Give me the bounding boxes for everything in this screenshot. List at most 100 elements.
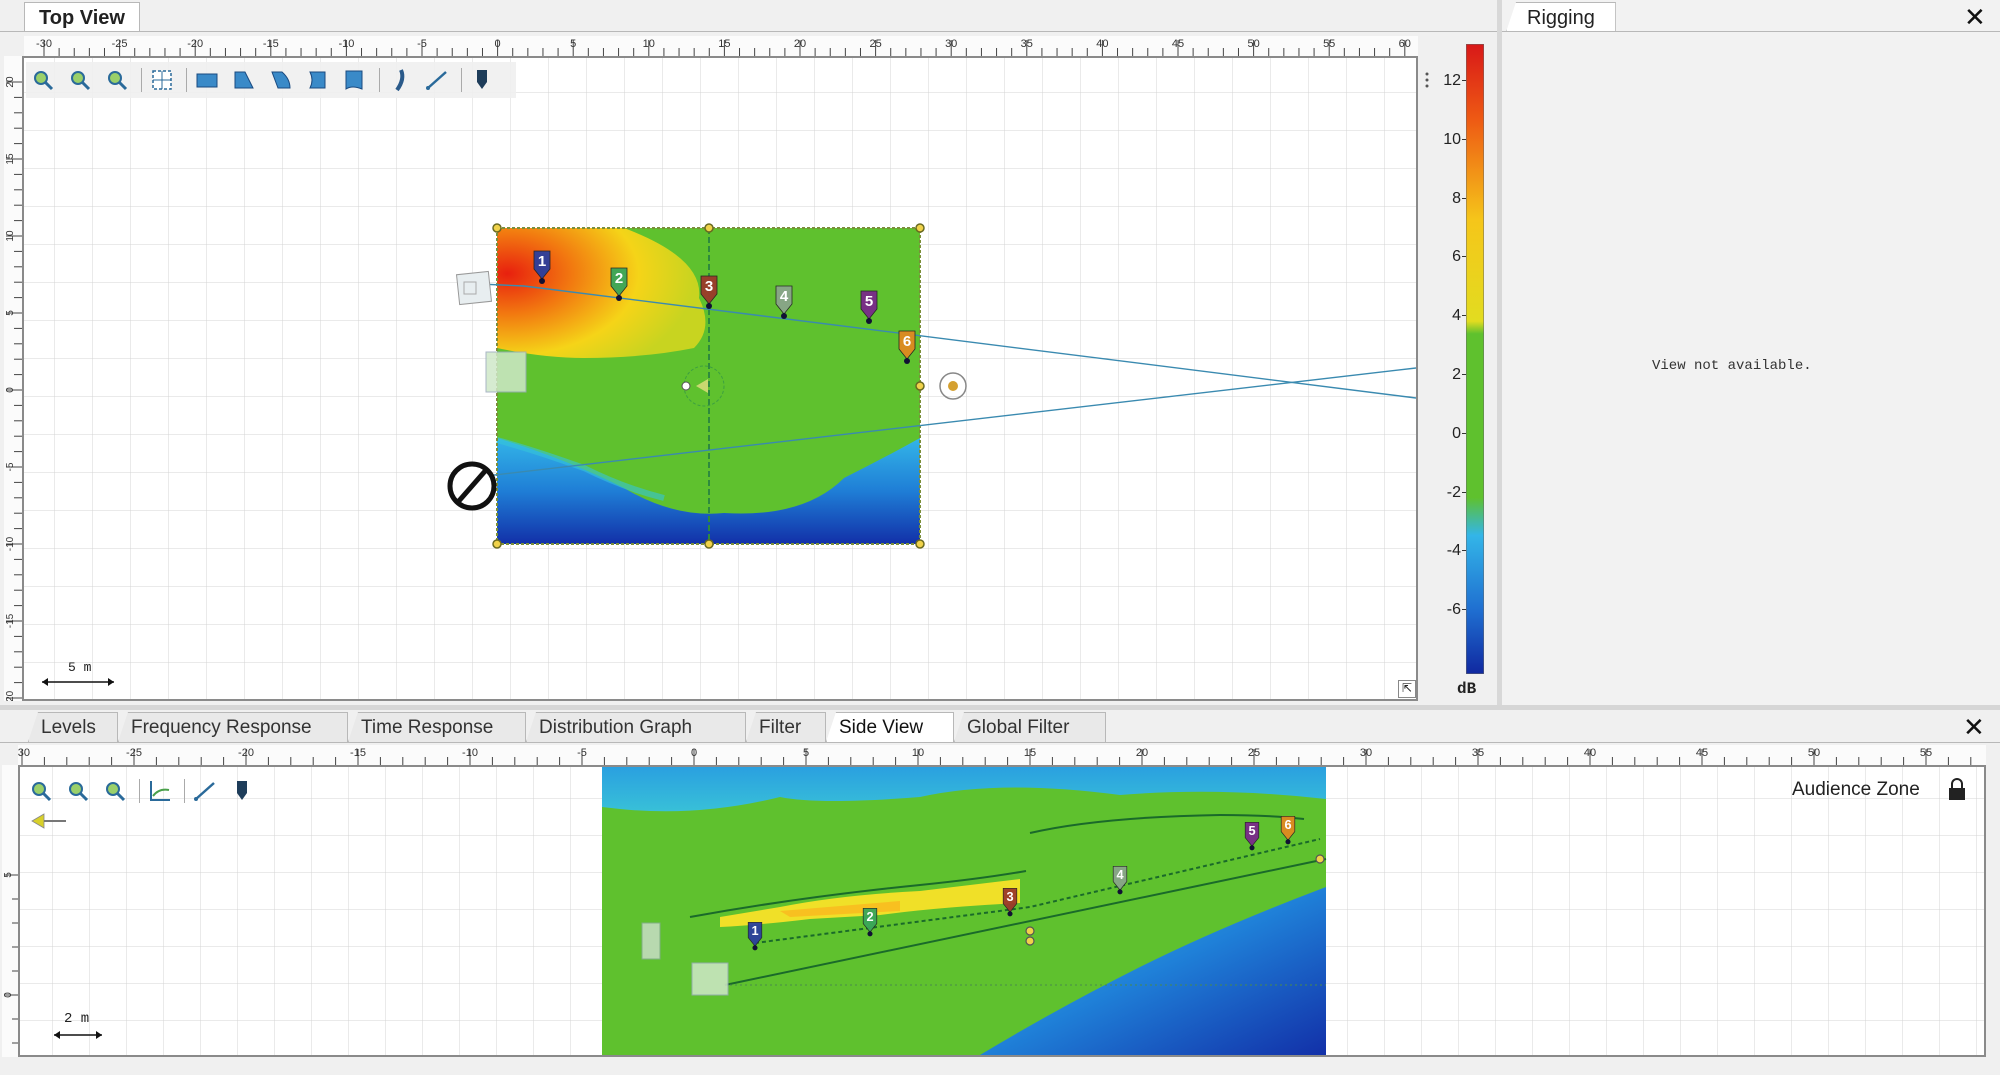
side-view-x-ruler[interactable]: -30 -25 -20 -15 -10 -5 0 5 10 15 20 25 30 35 40 45 50 55 xyxy=(18,745,1986,766)
speaker-marker[interactable]: 3 xyxy=(700,275,718,309)
side-x-tick-label: 0 xyxy=(691,747,697,759)
speaker-icon[interactable] xyxy=(467,65,497,95)
listener-target xyxy=(681,365,725,407)
trapezoid-zone-icon[interactable] xyxy=(229,65,259,95)
speaker-number: 3 xyxy=(1006,889,1013,904)
speaker-number: 3 xyxy=(705,278,713,295)
top-view-pane: Top View -30 -25 -20 -15 -10 -5 0 5 10 15 20 25 30 35… xyxy=(0,0,1497,705)
lock-icon[interactable] xyxy=(1946,777,1968,803)
arc-zone-icon[interactable] xyxy=(303,65,333,95)
speaker-number: 5 xyxy=(1248,823,1255,838)
side-scale-arrow xyxy=(54,1031,102,1039)
rigging-pane: Rigging ✕ View not available. xyxy=(1502,0,2000,705)
side-view-toolbar xyxy=(24,773,247,809)
zoom-in-icon[interactable] xyxy=(28,65,58,95)
speaker-marker[interactable]: 1 xyxy=(533,250,551,284)
speaker-marker[interactable]: 5 xyxy=(1244,821,1260,851)
tab-top-view[interactable]: Top View xyxy=(24,2,140,32)
side-y-tick-label: 0 xyxy=(3,992,14,998)
zoom-out-icon[interactable] xyxy=(65,65,95,95)
speaker-number: 6 xyxy=(1284,817,1291,832)
top-view-y-ruler[interactable]: 20 15 10 5 0 -5 -10 -15 -20 xyxy=(4,56,23,701)
tab-levels[interactable]: Levels xyxy=(28,712,118,742)
top-x-tick-label: -20 xyxy=(187,38,203,50)
colorbar-tick-label: 2 xyxy=(1452,366,1461,383)
tab-filter[interactable]: Filter xyxy=(746,712,826,742)
side-x-tick-label: -15 xyxy=(350,747,366,759)
colorbar-tick-label: 6 xyxy=(1452,248,1461,266)
speaker-marker[interactable]: 5 xyxy=(860,290,878,324)
side-x-tick-label: -10 xyxy=(462,747,478,759)
colorbar-tick-label: -2 xyxy=(1446,483,1461,501)
rect-zone-icon[interactable] xyxy=(192,65,222,95)
grid-select-icon[interactable] xyxy=(147,65,177,95)
top-view-plot: 1 2 3 4 5 6 xyxy=(24,58,1416,699)
side-x-tick-label: -5 xyxy=(577,747,587,759)
horizontal-splitter[interactable] xyxy=(0,705,2000,710)
coverage-heatmap xyxy=(496,227,921,545)
line-tool-icon[interactable] xyxy=(190,776,220,806)
speaker-marker[interactable]: 1 xyxy=(747,921,763,951)
scale-label: 5 m xyxy=(68,660,92,675)
zoom-out-icon[interactable] xyxy=(63,776,93,806)
top-x-tick-label: 45 xyxy=(1172,38,1184,50)
zone-handles xyxy=(492,223,925,549)
tab-strip-divider xyxy=(1502,31,2000,32)
close-bottom-pane-button[interactable]: ✕ xyxy=(1963,712,1985,742)
toolbar-separator xyxy=(141,68,142,92)
vertical-splitter[interactable] xyxy=(1497,0,1502,705)
zoom-fit-icon[interactable] xyxy=(100,776,130,806)
side-view-x-ruler-ticks: -30 -25 -20 -15 -10 -5 0 5 10 15 20 25 30 35 40 45 50 55 xyxy=(18,747,1972,765)
top-x-tick-label: 50 xyxy=(1247,38,1259,50)
side-x-tick-label: 50 xyxy=(1808,747,1820,759)
line-array-icon[interactable] xyxy=(385,65,415,95)
tab-global-filter[interactable]: Global Filter xyxy=(954,712,1106,742)
speaker-marker[interactable]: 4 xyxy=(1112,865,1128,895)
colorbar-tick xyxy=(1462,374,1466,375)
speaker-number: 6 xyxy=(903,333,911,350)
canvas-corner-grip[interactable]: ⇱ xyxy=(1398,680,1416,698)
colorbar-tick xyxy=(1462,138,1466,140)
zoom-fit-icon[interactable] xyxy=(102,65,132,95)
top-x-tick-label: 55 xyxy=(1323,38,1335,50)
speaker-number: 2 xyxy=(866,909,873,924)
fan-zone-icon[interactable] xyxy=(266,65,296,95)
side-x-tick-label: 45 xyxy=(1696,747,1708,759)
speaker-marker[interactable]: 2 xyxy=(862,907,878,937)
tab-side-view[interactable]: Side View xyxy=(826,712,954,742)
speaker-marker[interactable]: 2 xyxy=(610,267,628,301)
tab-rigging[interactable]: Rigging xyxy=(1506,2,1616,32)
direction-arrow-icon[interactable] xyxy=(30,811,70,831)
side-coverage-heatmap xyxy=(602,767,1326,1055)
speaker-icon[interactable] xyxy=(227,776,257,806)
top-x-tick-label: -30 xyxy=(36,38,52,50)
side-view-canvas[interactable]: 1 2 3 4 5 6 Audience Zone 2 m xyxy=(18,765,1986,1057)
close-rigging-button[interactable]: ✕ xyxy=(1964,2,1986,32)
speaker-marker[interactable]: 6 xyxy=(898,330,916,364)
subwoofer-box-icon xyxy=(455,270,493,306)
side-x-tick-label: -25 xyxy=(126,747,142,759)
colorbar-gradient xyxy=(1466,44,1484,674)
colorbar-tick-label: 4 xyxy=(1452,307,1461,325)
tab-frequency-response[interactable]: Frequency Response xyxy=(118,712,348,742)
colorbar-tick-label: 10 xyxy=(1443,130,1461,148)
axis-chart-icon[interactable] xyxy=(145,776,175,806)
quarter-zone-icon[interactable] xyxy=(340,65,370,95)
speaker-marker[interactable]: 3 xyxy=(1002,887,1018,917)
zoom-in-icon[interactable] xyxy=(26,776,56,806)
side-x-tick-label: 35 xyxy=(1472,747,1484,759)
top-view-y-ruler-ticks: 20 15 10 5 0 -5 -10 -15 -20 xyxy=(5,76,22,701)
measure-line-icon[interactable] xyxy=(422,65,452,95)
speaker-marker[interactable]: 6 xyxy=(1280,815,1296,845)
top-view-x-ruler[interactable]: -30 -25 -20 -15 -10 -5 0 5 10 15 20 25 30 35 40 45 50 55 6… xyxy=(24,36,1418,57)
tab-time-response[interactable]: Time Response xyxy=(348,712,526,742)
tab-distribution-graph[interactable]: Distribution Graph xyxy=(526,712,746,742)
subwoofer-stack-icon xyxy=(641,922,729,996)
colorbar-tick xyxy=(1462,550,1466,552)
side-x-tick-label: 55 xyxy=(1920,747,1932,759)
side-speaker-markers: 1 2 3 4 5 6 xyxy=(747,815,1296,951)
speaker-marker[interactable]: 4 xyxy=(775,285,793,319)
speaker-number: 4 xyxy=(1116,867,1124,882)
top-view-canvas[interactable]: 1 2 3 4 5 6 5 m ⇱ xyxy=(22,56,1418,701)
